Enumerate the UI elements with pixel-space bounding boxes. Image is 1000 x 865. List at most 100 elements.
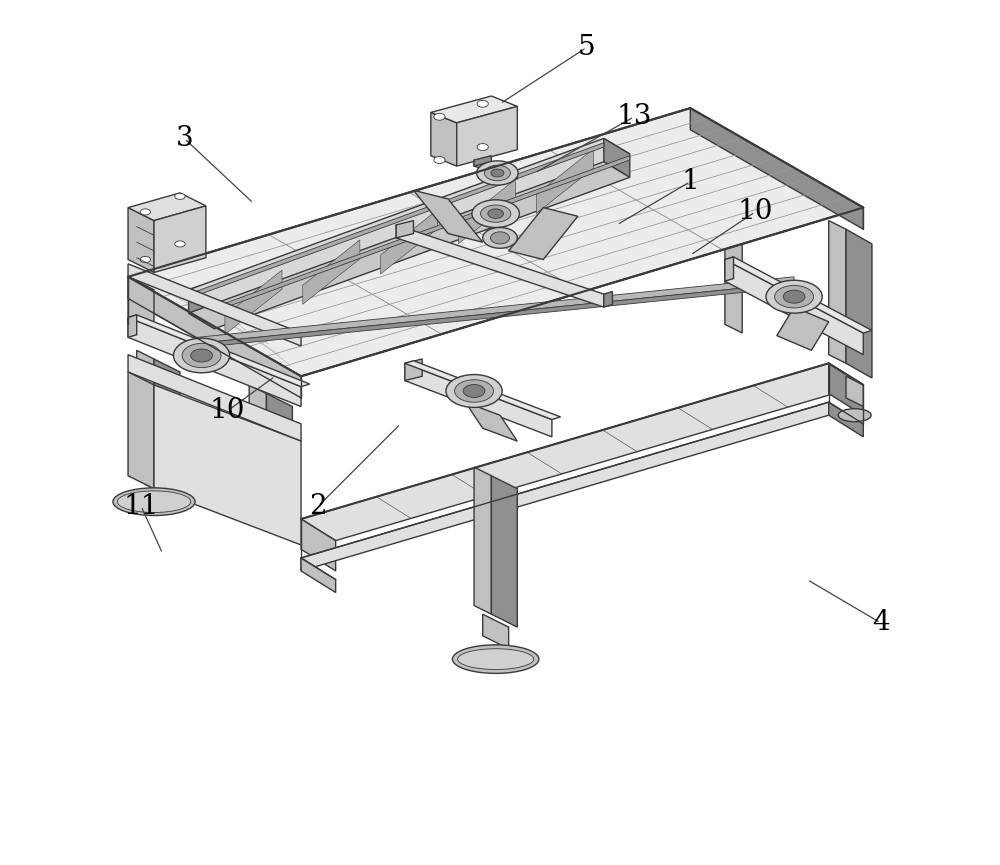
- Polygon shape: [154, 359, 180, 484]
- Ellipse shape: [434, 157, 445, 163]
- Polygon shape: [266, 394, 292, 519]
- Polygon shape: [536, 149, 593, 214]
- Ellipse shape: [766, 280, 822, 313]
- Polygon shape: [189, 143, 604, 298]
- Polygon shape: [145, 463, 163, 493]
- Text: 13: 13: [616, 103, 652, 131]
- Ellipse shape: [452, 645, 539, 673]
- Polygon shape: [604, 138, 630, 177]
- Ellipse shape: [783, 291, 805, 303]
- Text: 5: 5: [578, 34, 595, 61]
- Text: 3: 3: [175, 125, 193, 152]
- Polygon shape: [225, 270, 282, 335]
- Polygon shape: [405, 361, 561, 420]
- Polygon shape: [829, 402, 863, 437]
- Polygon shape: [431, 112, 457, 166]
- Polygon shape: [396, 225, 604, 307]
- Polygon shape: [414, 190, 483, 242]
- Text: 11: 11: [123, 492, 159, 520]
- Ellipse shape: [484, 165, 510, 181]
- Polygon shape: [249, 385, 266, 506]
- Polygon shape: [154, 206, 206, 272]
- Ellipse shape: [113, 488, 195, 516]
- Polygon shape: [128, 277, 154, 337]
- Text: 10: 10: [210, 397, 245, 425]
- Ellipse shape: [175, 193, 185, 200]
- Polygon shape: [381, 209, 438, 274]
- Ellipse shape: [117, 491, 191, 512]
- Polygon shape: [128, 208, 154, 272]
- Polygon shape: [405, 359, 422, 381]
- Polygon shape: [457, 106, 517, 166]
- Polygon shape: [405, 363, 552, 437]
- Polygon shape: [846, 376, 863, 407]
- Ellipse shape: [455, 380, 494, 402]
- Polygon shape: [128, 317, 301, 407]
- Polygon shape: [725, 257, 734, 281]
- Polygon shape: [154, 385, 301, 545]
- Ellipse shape: [463, 384, 485, 398]
- Polygon shape: [197, 277, 794, 343]
- Polygon shape: [128, 193, 206, 221]
- Ellipse shape: [140, 209, 151, 215]
- Text: 4: 4: [872, 609, 889, 637]
- Ellipse shape: [173, 338, 230, 373]
- Polygon shape: [725, 257, 872, 333]
- Polygon shape: [725, 190, 742, 333]
- Polygon shape: [690, 108, 863, 229]
- Polygon shape: [128, 355, 301, 441]
- Polygon shape: [301, 558, 336, 593]
- Polygon shape: [509, 208, 578, 260]
- Ellipse shape: [477, 144, 488, 151]
- Polygon shape: [474, 160, 517, 179]
- Polygon shape: [189, 162, 630, 329]
- Ellipse shape: [477, 100, 488, 107]
- Ellipse shape: [458, 649, 534, 670]
- Polygon shape: [303, 240, 360, 304]
- Ellipse shape: [490, 232, 510, 244]
- Polygon shape: [458, 179, 516, 244]
- Polygon shape: [301, 519, 336, 571]
- Ellipse shape: [140, 257, 151, 263]
- Polygon shape: [189, 290, 215, 329]
- Ellipse shape: [488, 209, 503, 219]
- Polygon shape: [725, 260, 863, 355]
- Polygon shape: [189, 138, 630, 305]
- Polygon shape: [474, 467, 491, 614]
- Polygon shape: [474, 156, 491, 166]
- Ellipse shape: [477, 161, 518, 185]
- Polygon shape: [128, 277, 301, 398]
- Polygon shape: [465, 402, 517, 441]
- Polygon shape: [215, 156, 630, 311]
- Ellipse shape: [446, 375, 502, 407]
- Polygon shape: [431, 96, 517, 123]
- Text: 1: 1: [681, 168, 699, 195]
- Polygon shape: [604, 292, 612, 307]
- Ellipse shape: [434, 113, 445, 120]
- Polygon shape: [137, 350, 154, 471]
- Ellipse shape: [175, 240, 185, 247]
- Ellipse shape: [775, 285, 814, 308]
- Polygon shape: [483, 614, 509, 649]
- Polygon shape: [197, 283, 794, 348]
- Ellipse shape: [483, 227, 517, 248]
- Ellipse shape: [472, 200, 519, 227]
- Ellipse shape: [182, 343, 221, 368]
- Ellipse shape: [481, 205, 511, 222]
- Ellipse shape: [191, 349, 212, 362]
- Polygon shape: [777, 307, 829, 350]
- Polygon shape: [128, 264, 301, 346]
- Polygon shape: [301, 363, 863, 541]
- Ellipse shape: [491, 169, 504, 177]
- Polygon shape: [128, 108, 863, 376]
- Polygon shape: [301, 402, 829, 571]
- Polygon shape: [829, 221, 846, 363]
- Polygon shape: [128, 315, 310, 387]
- Text: 2: 2: [310, 492, 327, 520]
- Polygon shape: [491, 476, 517, 627]
- Polygon shape: [396, 221, 414, 238]
- Ellipse shape: [838, 409, 871, 422]
- Polygon shape: [829, 363, 863, 415]
- Text: 10: 10: [737, 198, 773, 226]
- Polygon shape: [128, 315, 137, 337]
